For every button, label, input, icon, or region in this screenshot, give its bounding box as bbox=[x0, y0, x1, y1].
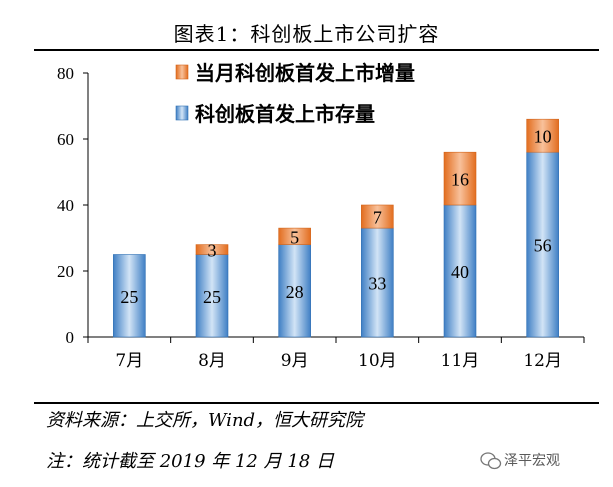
data-label: 33 bbox=[368, 274, 386, 294]
source-note: 资料来源：上交所，Wind，恒大研究院 bbox=[46, 410, 364, 431]
data-label: 7 bbox=[373, 208, 382, 228]
legend-label: 当月科创板首发上市增量 bbox=[195, 61, 415, 85]
data-label: 16 bbox=[451, 170, 469, 190]
data-label: 5 bbox=[290, 227, 299, 247]
x-tick-label: 12月 bbox=[523, 351, 562, 371]
footer-rule bbox=[34, 402, 599, 404]
increment-bar bbox=[195, 244, 229, 255]
date-note: 注：统计截至 2019 年 12 月 18 日 bbox=[46, 451, 334, 472]
x-tick-label: 11月 bbox=[441, 351, 480, 371]
y-tick-label: 40 bbox=[57, 196, 74, 215]
x-tick-label: 7月 bbox=[115, 351, 143, 371]
x-tick-label: 8月 bbox=[198, 351, 226, 371]
data-label: 10 bbox=[534, 127, 552, 147]
stock-bar bbox=[195, 254, 229, 338]
increment-bar bbox=[278, 227, 311, 245]
axes: 0 20 40 60 80 7月 8月 9月 10月 11月 12月 bbox=[57, 64, 585, 371]
stock-bar bbox=[526, 151, 559, 338]
data-label: 3 bbox=[208, 241, 217, 261]
stacked-bar-chart: 0 20 40 60 80 7月 8月 9月 10月 11月 12月 25 25 3 28 5 33 7 40 16… bbox=[57, 61, 585, 371]
legend-swatch bbox=[175, 64, 189, 80]
data-labels: 25 25 3 28 5 33 7 40 16 56 10 bbox=[120, 127, 551, 307]
stock-bar bbox=[443, 204, 477, 338]
x-tick-label: 10月 bbox=[358, 351, 397, 371]
title-rule bbox=[34, 49, 599, 51]
stock-bar bbox=[113, 254, 146, 338]
data-label: 40 bbox=[451, 262, 469, 282]
watermark: 泽平宏观 bbox=[504, 453, 560, 469]
legend-label: 科创板首发上市存量 bbox=[195, 102, 375, 126]
increment-bar bbox=[443, 151, 477, 206]
y-tick-label: 20 bbox=[57, 262, 74, 281]
data-label: 56 bbox=[534, 236, 552, 256]
bars bbox=[113, 118, 559, 338]
data-label: 25 bbox=[203, 287, 221, 307]
stock-bar bbox=[278, 244, 311, 338]
y-tick-label: 0 bbox=[66, 328, 75, 347]
chart-title: 图表1：科创板上市公司扩容 bbox=[173, 22, 440, 46]
increment-bar bbox=[526, 118, 559, 153]
increment-bar bbox=[361, 204, 394, 229]
y-tick-label: 80 bbox=[57, 64, 74, 83]
stock-bar bbox=[361, 227, 394, 338]
legend-swatch bbox=[175, 105, 189, 121]
x-tick-label: 9月 bbox=[281, 351, 309, 371]
y-tick-label: 60 bbox=[57, 130, 74, 149]
data-label: 28 bbox=[286, 282, 304, 302]
data-label: 25 bbox=[120, 287, 138, 307]
wechat-icon bbox=[480, 452, 502, 470]
